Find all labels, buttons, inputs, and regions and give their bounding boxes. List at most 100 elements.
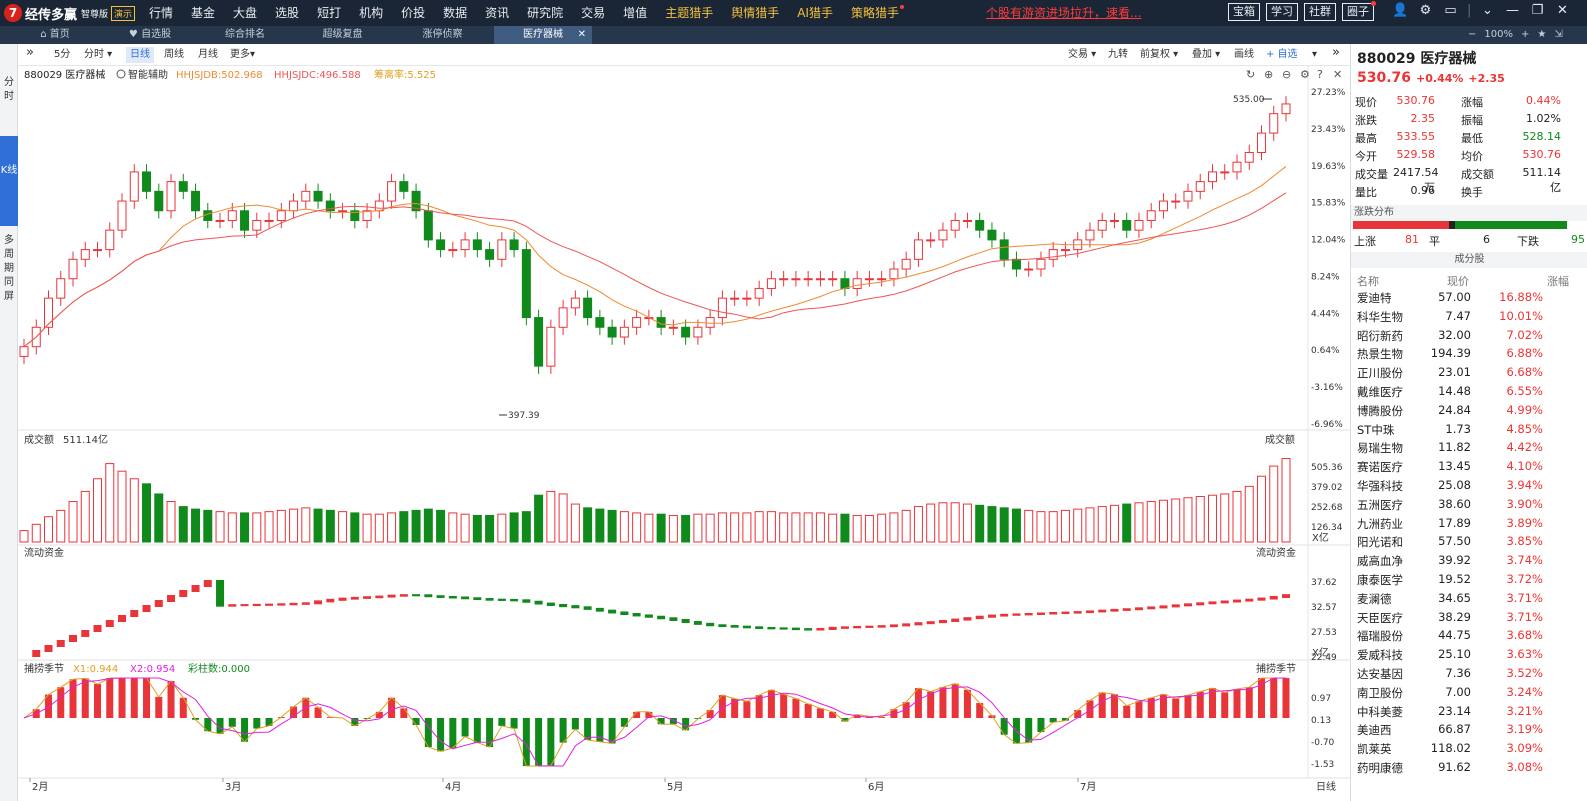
- tool-button-1[interactable]: 学习: [1266, 3, 1298, 21]
- menu-item-12[interactable]: 主题猎手: [665, 6, 714, 20]
- component-row[interactable]: 天臣医疗 38.29 3.71%: [1357, 609, 1543, 625]
- promo-link[interactable]: 个股有游资进场拉升，速看...: [986, 6, 1142, 20]
- quote-row: 现价 530.76 涨幅 0.44%: [1355, 94, 1561, 109]
- period-monthly[interactable]: 月线: [198, 49, 218, 60]
- tool-button-0[interactable]: 宝箱: [1228, 3, 1260, 21]
- component-row[interactable]: 中科美菱 23.14 3.21%: [1357, 703, 1543, 719]
- nine-turn-button[interactable]: 九转: [1108, 49, 1128, 60]
- component-row[interactable]: 科华生物 7.47 10.01%: [1357, 308, 1543, 324]
- overlay-button[interactable]: 叠加 ▾: [1192, 49, 1221, 60]
- menu-item-11[interactable]: 增值: [623, 6, 648, 20]
- menu-item-5[interactable]: 机构: [359, 6, 384, 20]
- component-row[interactable]: 昭衍新药 32.00 7.02%: [1357, 327, 1543, 343]
- tool-button-2[interactable]: 社群: [1304, 3, 1336, 21]
- component-row[interactable]: 药明康德 91.62 3.08%: [1357, 759, 1543, 775]
- flow-segment: [252, 603, 261, 607]
- period-intraday[interactable]: 分时 ▾: [84, 49, 113, 60]
- add-icon[interactable]: ⊕: [1264, 68, 1273, 81]
- period-5min[interactable]: 5分: [54, 49, 71, 60]
- star-icon[interactable]: ★: [1537, 29, 1547, 40]
- period-daily[interactable]: 日线: [126, 47, 154, 63]
- period-weekly[interactable]: 周线: [164, 49, 184, 60]
- component-row[interactable]: 阳光诺和 57.50 3.85%: [1357, 534, 1543, 550]
- chevron-down-icon[interactable]: ⌄: [1482, 3, 1493, 18]
- close-panel-icon[interactable]: ✕: [1333, 68, 1342, 81]
- pin-icon[interactable]: ⇲: [1554, 29, 1563, 40]
- component-row[interactable]: 正川股份 23.01 6.68%: [1357, 365, 1543, 381]
- tab-medical-devices[interactable]: 医疗器械 ✕: [494, 26, 592, 44]
- zoom-out-button[interactable]: −: [1468, 29, 1477, 40]
- chart-svg[interactable]: 880029 医疗器械 智能辅助 HHJSJDB:502.968 HHJSJDC…: [18, 66, 1350, 801]
- help-icon[interactable]: ?: [1317, 68, 1323, 81]
- expand-left-icon[interactable]: »: [26, 45, 34, 60]
- tab-watchlist[interactable]: ♥ 自选股: [128, 29, 172, 40]
- menu-item-9[interactable]: 研究院: [527, 6, 564, 20]
- assist-icon[interactable]: [116, 69, 126, 79]
- chart-area[interactable]: 880029 医疗器械 智能辅助 HHJSJDB:502.968 HHJSJDC…: [18, 66, 1350, 801]
- flow-segment: [1085, 610, 1094, 614]
- trade-button[interactable]: 交易 ▾: [1068, 49, 1097, 60]
- minimize-icon[interactable]: —: [1506, 3, 1519, 18]
- component-row[interactable]: 威高血净 39.92 3.74%: [1357, 553, 1543, 569]
- component-row[interactable]: 爱迪特 57.00 16.88%: [1357, 290, 1543, 305]
- component-row[interactable]: 南卫股份 7.00 3.24%: [1357, 684, 1543, 700]
- close-icon[interactable]: ✕: [1557, 3, 1568, 18]
- tab-ranking[interactable]: 综合排名: [225, 29, 265, 40]
- watchlist-dropdown[interactable]: ▾: [1312, 49, 1318, 60]
- restore-icon[interactable]: ❐: [1531, 3, 1544, 18]
- menu-item-4[interactable]: 短打: [317, 6, 342, 20]
- menu-item-14[interactable]: AI猎手: [797, 6, 833, 20]
- menu-item-13[interactable]: 舆情猎手: [731, 6, 780, 20]
- component-row[interactable]: 博腾股份 24.84 4.99%: [1357, 402, 1543, 418]
- menu-item-15[interactable]: 策略猎手: [842, 0, 908, 26]
- side-multi-period[interactable]: 多周期同屏: [4, 235, 14, 302]
- menu-item-2[interactable]: 大盘: [233, 6, 258, 20]
- component-row[interactable]: 凯莱英 118.02 3.09%: [1357, 741, 1543, 757]
- component-row[interactable]: 易瑞生物 11.82 4.42%: [1357, 440, 1543, 456]
- tool-button-3[interactable]: 圈子: [1342, 1, 1376, 21]
- menu-item-6[interactable]: 价投: [401, 6, 426, 20]
- minus-icon[interactable]: ⊖: [1282, 68, 1291, 81]
- draw-line-button[interactable]: 画线: [1234, 49, 1254, 60]
- component-row[interactable]: 赛诺医疗 13.45 4.10%: [1357, 459, 1543, 475]
- tab-limitup[interactable]: 涨停侦察: [422, 29, 463, 40]
- adjust-button[interactable]: 前复权 ▾: [1140, 49, 1179, 60]
- component-row[interactable]: 达安基因 7.36 3.52%: [1357, 665, 1543, 681]
- menu-item-0[interactable]: 行情: [149, 6, 174, 20]
- component-row[interactable]: 戴维医疗 14.48 6.55%: [1357, 383, 1543, 399]
- component-row[interactable]: 五洲医疗 38.60 3.90%: [1357, 496, 1543, 512]
- expand-right-icon[interactable]: »: [1332, 45, 1340, 60]
- component-row[interactable]: 福瑞股份 44.75 3.68%: [1357, 628, 1543, 644]
- component-row[interactable]: ST中珠 1.73 4.85%: [1357, 421, 1543, 437]
- component-row[interactable]: 华强科技 25.08 3.94%: [1357, 477, 1543, 493]
- component-row[interactable]: 康泰医学 19.52 3.72%: [1357, 571, 1543, 587]
- period-more[interactable]: 更多▾: [230, 49, 256, 60]
- settings-icon[interactable]: ⚙: [1300, 68, 1310, 81]
- component-row[interactable]: 九洲药业 17.89 3.89%: [1357, 515, 1543, 531]
- app-logo[interactable]: 7 经传多赢 智尊版 演示: [4, 3, 136, 23]
- side-kline[interactable]: K线: [0, 136, 18, 226]
- assist-label[interactable]: 智能辅助: [128, 68, 168, 81]
- component-row[interactable]: 美迪西 66.87 3.19%: [1357, 722, 1543, 738]
- gear-icon[interactable]: ⚙: [1419, 3, 1432, 18]
- user-icon[interactable]: 👤: [1392, 3, 1409, 18]
- menu-item-8[interactable]: 资讯: [485, 6, 510, 20]
- menu-item-1[interactable]: 基金: [191, 6, 216, 20]
- refresh-icon[interactable]: ↻: [1246, 68, 1255, 81]
- close-tab-icon[interactable]: ✕: [577, 29, 586, 40]
- candle-body: [178, 181, 188, 192]
- window-icon[interactable]: ▭: [1444, 3, 1457, 18]
- menu-item-10[interactable]: 交易: [581, 6, 606, 20]
- component-row[interactable]: 麦澜德 34.65 3.71%: [1357, 590, 1543, 606]
- add-watchlist-button[interactable]: + 自选: [1266, 49, 1298, 60]
- component-row[interactable]: 热景生物 194.39 6.88%: [1357, 346, 1543, 362]
- volume-bar: [448, 512, 458, 543]
- tab-home[interactable]: ⌂ 首页: [40, 29, 70, 40]
- menu-item-7[interactable]: 数据: [443, 6, 468, 20]
- component-row[interactable]: 爱威科技 25.10 3.63%: [1357, 647, 1543, 663]
- tab-review[interactable]: 超级复盘: [322, 29, 363, 40]
- menu-item-3[interactable]: 选股: [275, 6, 300, 20]
- flow-segment: [399, 594, 408, 597]
- side-intraday[interactable]: 分时: [4, 77, 14, 102]
- zoom-in-button[interactable]: +: [1520, 29, 1530, 40]
